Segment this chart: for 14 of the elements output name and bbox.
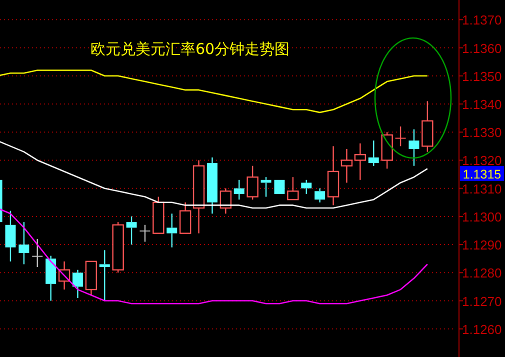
y-tick-label: 1.1310: [462, 181, 502, 196]
y-tick-label: 1.1360: [462, 40, 502, 56]
y-tick-label: 1.1370: [462, 12, 502, 28]
y-tick-label: 1.1260: [462, 322, 502, 337]
y-tick-label: 1.1350: [462, 68, 502, 84]
y-tick-label: 1.1320: [462, 153, 502, 168]
y-tick-label: 1.1270: [462, 294, 502, 309]
text: 欧元兑美元汇率60分钟走势图: [90, 40, 290, 58]
text: 1.1315: [462, 168, 502, 182]
y-tick-label: 1.1280: [462, 266, 502, 281]
y-tick-label: 1.1330: [462, 125, 502, 140]
y-tick-label: 1.1290: [462, 238, 502, 253]
y-tick-label: 1.1300: [462, 209, 502, 224]
y-tick-label: 1.1340: [462, 97, 502, 112]
